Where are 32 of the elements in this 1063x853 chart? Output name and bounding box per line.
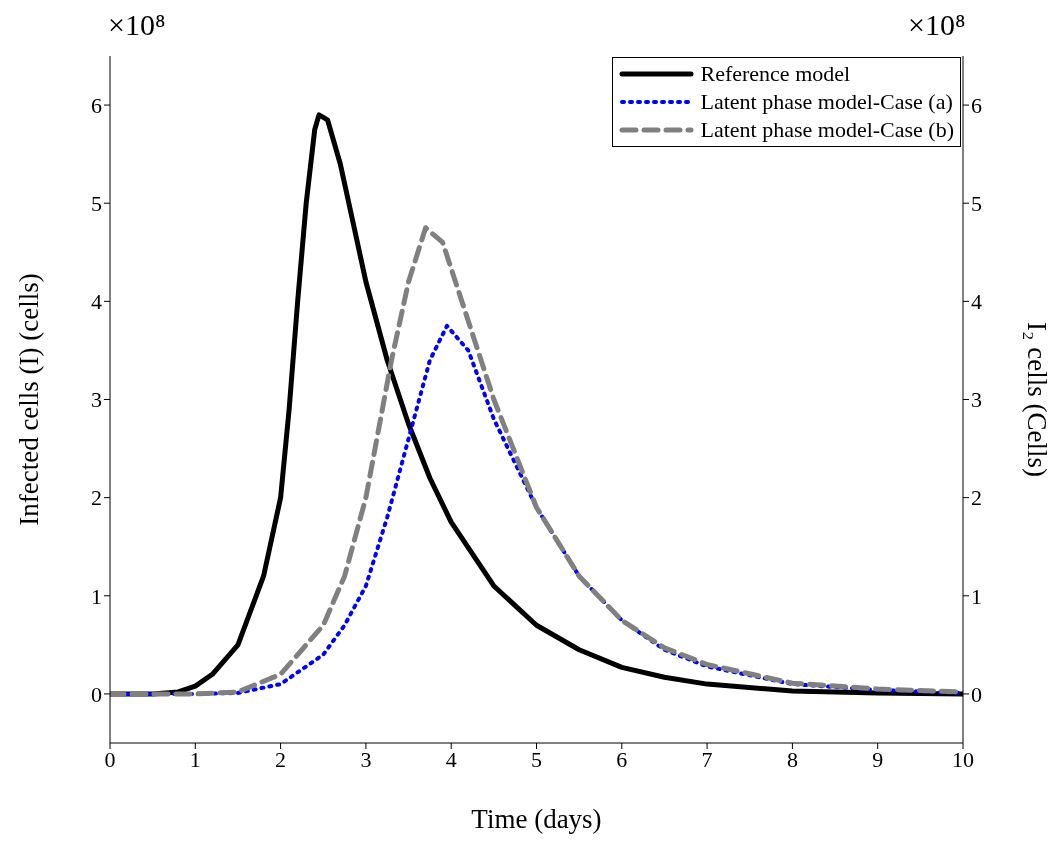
text: ×10⁸ xyxy=(108,8,166,42)
y2-tick-label: 5 xyxy=(971,191,982,217)
legend-label: Latent phase model-Case (b) xyxy=(700,116,954,144)
x-tick-label: 1 xyxy=(189,746,201,772)
y-tick-label: 1 xyxy=(91,583,102,609)
x-tick-label: 6 xyxy=(616,746,628,772)
y-tick-label: 3 xyxy=(91,387,102,413)
x-tick-label: 2 xyxy=(275,746,287,772)
y2-tick-label: 3 xyxy=(971,387,982,413)
legend-label: Reference model xyxy=(700,60,851,88)
y-tick-label: 4 xyxy=(91,289,102,315)
y2-tick-label: 4 xyxy=(971,289,982,315)
x-tick-label: 3 xyxy=(360,746,372,772)
y-tick-label: 5 xyxy=(91,191,102,217)
x-tick-label: 9 xyxy=(872,746,884,772)
y2-axis-title: I₂ cells (Cells) xyxy=(1022,322,1053,477)
legend-label: Latent phase model-Case (a) xyxy=(700,88,953,116)
y-tick-label: 0 xyxy=(91,681,102,707)
x-tick-label: 8 xyxy=(786,746,798,772)
x-axis-title: Time (days) xyxy=(471,804,602,834)
y2-tick-label: 2 xyxy=(971,485,982,511)
y2-tick-label: 6 xyxy=(971,92,982,118)
text: ×10⁸ xyxy=(908,8,966,42)
y-tick-label: 2 xyxy=(91,485,102,511)
x-tick-label: 7 xyxy=(701,746,713,772)
x-tick-label: 10 xyxy=(952,746,974,772)
y-axis-title: Infected cells (I) (cells) xyxy=(13,273,44,526)
x-tick-label: 5 xyxy=(531,746,542,772)
x-tick-label: 4 xyxy=(445,746,457,772)
y2-tick-label: 0 xyxy=(971,681,982,707)
y-tick-label: 6 xyxy=(91,92,102,118)
y2-tick-label: 1 xyxy=(971,583,982,609)
